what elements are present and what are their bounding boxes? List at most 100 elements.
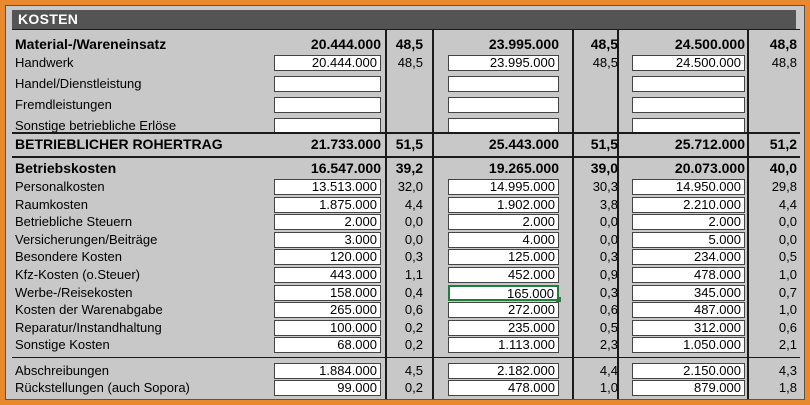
total-percent: 40,0 — [769, 160, 797, 176]
amount-input[interactable]: 5.000 — [632, 231, 745, 248]
amount-input[interactable]: 165.000 — [448, 284, 559, 301]
amount-input[interactable]: 24.500.000 — [632, 55, 745, 71]
percent-value: 4,4 — [599, 363, 618, 378]
percent-value: 48,8 — [771, 55, 797, 70]
percent-value: 32,0 — [397, 179, 423, 194]
total-percent: 39,2 — [395, 160, 423, 176]
column-divider — [617, 29, 619, 399]
column-divider — [432, 29, 434, 399]
total-value: 25.443.000 — [488, 136, 559, 152]
total-value: 25.712.000 — [674, 136, 745, 152]
amount-input[interactable] — [274, 97, 381, 113]
amount-input[interactable]: 3.000 — [274, 231, 381, 248]
row-label: Abschreibungen — [15, 363, 109, 378]
percent-value: 0,0 — [404, 214, 423, 230]
percent-value: 0,7 — [778, 284, 797, 300]
table-row: Reparatur/Instandhaltung 100.000 0,2 235.00… — [6, 319, 804, 336]
percent-value: 2,1 — [778, 337, 797, 353]
amount-input[interactable]: 487.000 — [632, 302, 745, 319]
row-label: Sonstige betriebliche Erlöse — [15, 118, 177, 133]
table-row: Handwerk 20.444.000 48,5 23.995.000 48,5 24.5… — [6, 54, 804, 72]
total-value: 21.733.000 — [310, 136, 381, 152]
amount-input[interactable]: 2.000 — [274, 214, 381, 231]
percent-value: 0,5 — [778, 249, 797, 265]
amount-input[interactable]: 14.950.000 — [632, 179, 745, 195]
amount-input[interactable]: 158.000 — [274, 284, 381, 301]
percent-value: 2,3 — [599, 337, 618, 353]
amount-input[interactable]: 2.000 — [632, 214, 745, 231]
amount-input[interactable]: 443.000 — [274, 267, 381, 283]
amount-input[interactable]: 272.000 — [448, 302, 559, 319]
table-row: Kosten der Warenabgabe 265.000 0,6 272.000 0… — [6, 301, 804, 319]
amount-input[interactable]: 99.000 — [274, 380, 381, 396]
percent-value: 0,9 — [599, 267, 618, 282]
amount-input[interactable]: 68.000 — [274, 337, 381, 354]
percent-value: 48,5 — [397, 55, 423, 70]
sheet-title: KOSTEN — [12, 10, 796, 29]
total-value: 24.500.000 — [674, 36, 745, 52]
percent-value: 3,8 — [599, 196, 618, 212]
amount-input[interactable]: 478.000 — [448, 380, 559, 396]
amount-input[interactable]: 120.000 — [274, 249, 381, 266]
amount-input[interactable]: 1.050.000 — [632, 337, 745, 354]
percent-value: 4,5 — [404, 363, 423, 378]
percent-value: 30,3 — [592, 179, 618, 194]
row-divider — [12, 132, 800, 134]
percent-value: 4,4 — [404, 196, 423, 212]
amount-input[interactable]: 312.000 — [632, 319, 745, 336]
percent-value: 0,3 — [599, 284, 618, 300]
amount-input[interactable]: 879.000 — [632, 380, 745, 396]
amount-input[interactable]: 478.000 — [632, 267, 745, 283]
amount-input[interactable]: 13.513.000 — [274, 179, 381, 195]
row-label: Handel/Dienstleistung — [15, 76, 142, 91]
percent-value: 0,6 — [778, 319, 797, 335]
total-percent: 48,8 — [769, 36, 797, 52]
amount-input[interactable]: 345.000 — [632, 284, 745, 301]
table-row: Sonstige Kosten 68.000 0,2 1.113.000 2,3 1.05… — [6, 336, 804, 354]
amount-input[interactable] — [274, 76, 381, 92]
amount-input[interactable] — [632, 76, 745, 92]
amount-input[interactable]: 2.150.000 — [632, 363, 745, 379]
percent-value: 1,8 — [778, 380, 797, 395]
section-header-row: Betriebskosten 16.547.000 39,2 19.265.000 39… — [6, 160, 804, 178]
amount-input[interactable] — [448, 76, 559, 92]
amount-input[interactable]: 265.000 — [274, 302, 381, 319]
amount-input[interactable]: 14.995.000 — [448, 179, 559, 195]
amount-input[interactable]: 1.113.000 — [448, 337, 559, 354]
amount-input[interactable]: 100.000 — [274, 319, 381, 336]
percent-value: 1,0 — [778, 267, 797, 282]
row-label: Kfz-Kosten (o.Steuer) — [15, 267, 140, 282]
section-header-row: BETRIEBLICHER ROHERTRAG 21.733.000 51,5 25.… — [6, 136, 804, 156]
amount-input[interactable]: 4.000 — [448, 231, 559, 248]
table-row: Raumkosten 1.875.000 4,4 1.902.000 3,8 2.210.… — [6, 196, 804, 213]
amount-input[interactable]: 2.000 — [448, 214, 559, 231]
table-row: Werbe-/Reisekosten 158.000 0,4 165.000 0,3 34… — [6, 284, 804, 301]
table-row: Abschreibungen 1.884.000 4,5 2.182.000 4,4 2.… — [6, 362, 804, 379]
percent-value: 4,4 — [778, 196, 797, 212]
row-label: Rückstellungen (auch Sopora) — [15, 380, 190, 395]
row-label: Werbe-/Reisekosten — [15, 284, 133, 300]
amount-input[interactable]: 1.875.000 — [274, 196, 381, 213]
table-row: Handel/Dienstleistung — [6, 75, 804, 93]
amount-input[interactable]: 235.000 — [448, 319, 559, 336]
row-label: Reparatur/Instandhaltung — [15, 319, 162, 335]
row-label: Raumkosten — [15, 196, 88, 212]
amount-input[interactable]: 2.210.000 — [632, 196, 745, 213]
amount-input[interactable] — [632, 97, 745, 113]
amount-input[interactable]: 20.444.000 — [274, 55, 381, 71]
row-label: Versicherungen/Beiträge — [15, 231, 158, 247]
percent-value: 29,8 — [771, 179, 797, 194]
row-label: Sonstige Kosten — [15, 337, 110, 353]
amount-input[interactable]: 1.902.000 — [448, 196, 559, 213]
amount-input[interactable]: 2.182.000 — [448, 363, 559, 379]
row-label: Personalkosten — [15, 179, 105, 194]
amount-input[interactable]: 23.995.000 — [448, 55, 559, 71]
amount-input[interactable]: 1.884.000 — [274, 363, 381, 379]
row-divider — [12, 29, 800, 30]
percent-value: 0,0 — [599, 231, 618, 247]
amount-input[interactable]: 452.000 — [448, 267, 559, 283]
table-row: Besondere Kosten 120.000 0,3 125.000 0,3 234.… — [6, 248, 804, 266]
amount-input[interactable]: 234.000 — [632, 249, 745, 266]
amount-input[interactable] — [448, 97, 559, 113]
amount-input[interactable]: 125.000 — [448, 249, 559, 266]
